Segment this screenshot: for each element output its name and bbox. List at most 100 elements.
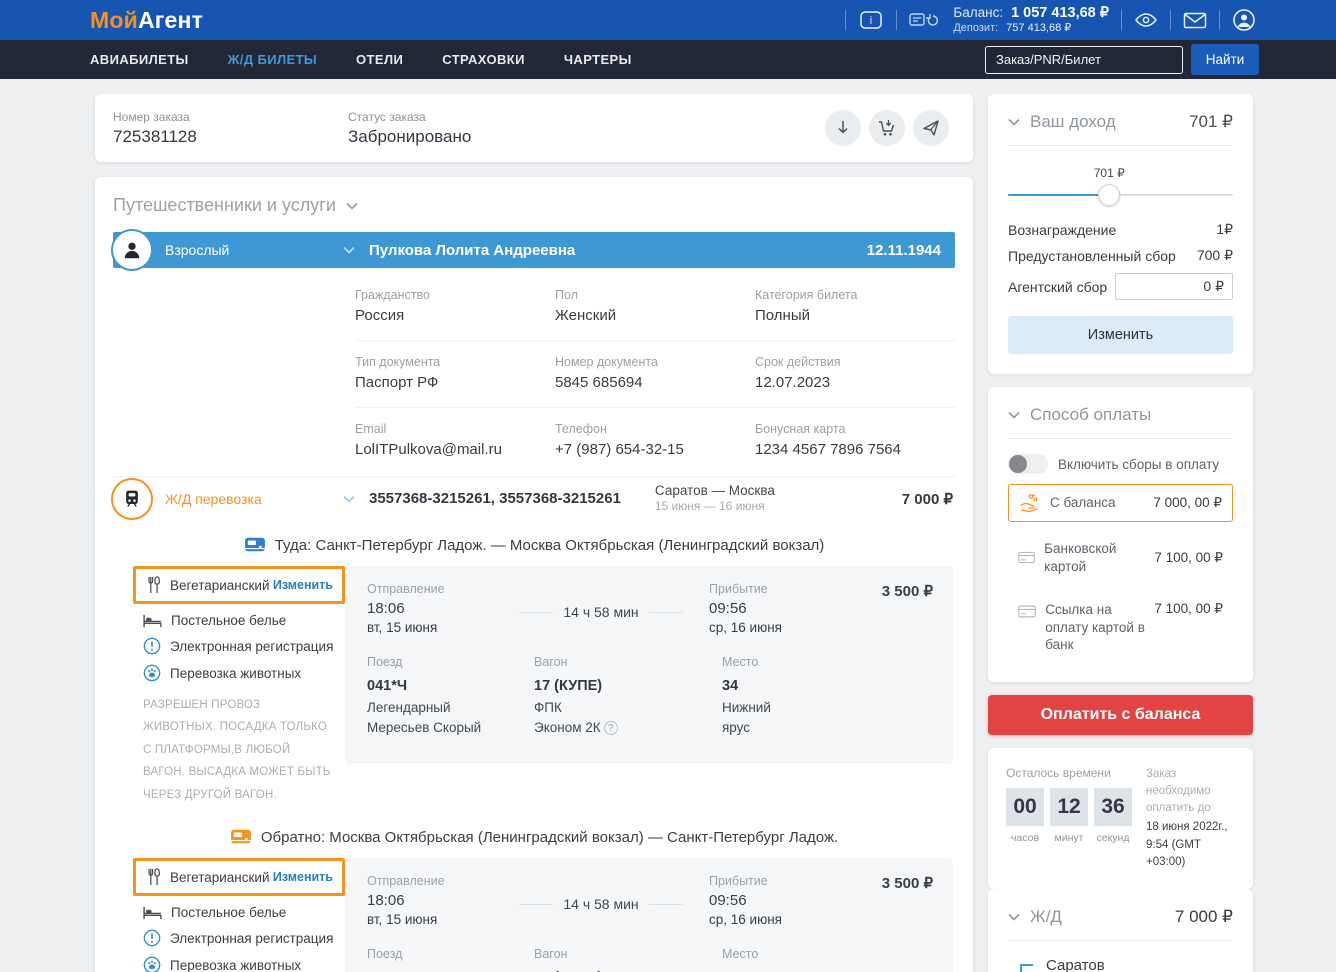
slider-track[interactable] bbox=[1008, 194, 1233, 196]
cutlery-icon bbox=[148, 576, 160, 594]
field-value: 12.07.2023 bbox=[755, 374, 831, 391]
field-value: LolITPulkova@mail.ru bbox=[355, 441, 502, 458]
send-icon bbox=[923, 120, 939, 136]
traveler-row[interactable]: Взрослый Пулкова Лолита Андреевна 12.11.… bbox=[111, 229, 955, 271]
field-value: Паспорт РФ bbox=[355, 374, 439, 391]
chevron-down-icon[interactable] bbox=[343, 495, 355, 503]
meal-service-label: Вегетарианский bbox=[170, 577, 270, 593]
train-icon bbox=[126, 490, 138, 507]
download-icon bbox=[838, 121, 848, 134]
payment-option-card[interactable]: Банковской картой 7 100, 00 ₽ bbox=[1008, 532, 1233, 583]
tab-rail[interactable]: Ж/Д БИЛЕТЫ bbox=[227, 52, 318, 67]
payment-header[interactable]: Способ оплаты bbox=[1008, 405, 1233, 425]
order-status-label: Статус заказа bbox=[348, 109, 426, 124]
slider-value: 701 ₽ bbox=[1093, 166, 1125, 180]
travelers-section-header[interactable]: Путешественники и услуги bbox=[113, 195, 955, 216]
preset-fee-value: 700 ₽ bbox=[1196, 247, 1233, 263]
rail-summary-header[interactable]: Ж/Д 7 000 ₽ bbox=[1008, 907, 1233, 927]
chevron-down-icon[interactable] bbox=[343, 246, 355, 254]
countdown-unit: часов bbox=[1010, 831, 1040, 844]
tab-hotels[interactable]: ОТЕЛИ bbox=[356, 52, 404, 67]
seat-number: 34 bbox=[722, 677, 739, 694]
paw-icon bbox=[143, 956, 161, 972]
rail-transport-row[interactable]: Ж/Д перевозка 3557368-3215261, 3557368-3… bbox=[111, 476, 955, 520]
reward-label: Вознаграждение bbox=[1008, 221, 1117, 238]
tab-insurance[interactable]: СТРАХОВКИ bbox=[442, 52, 525, 67]
segment-price: 3 500 ₽ bbox=[881, 583, 933, 600]
wagon-number: 17 (КУПЕ) bbox=[534, 677, 603, 694]
train-number: 041*Ч bbox=[367, 677, 408, 694]
info-icon[interactable]: i bbox=[858, 11, 884, 29]
search-button[interactable]: Найти bbox=[1191, 44, 1259, 75]
income-header[interactable]: Ваш доход 701 ₽ bbox=[1008, 112, 1233, 132]
segment-return: Вегетарианский Изменить Постельное белье… bbox=[113, 858, 955, 972]
preset-fee-label: Предустановленный сбор bbox=[1008, 247, 1176, 264]
transport-price: 7 000 ₽ bbox=[901, 490, 953, 508]
meal-service-box[interactable]: Вегетарианский Изменить bbox=[133, 858, 345, 897]
payment-option-value: 7 100, 00 ₽ bbox=[1154, 601, 1223, 617]
seat-label: Место bbox=[722, 655, 759, 669]
eregistration-icon bbox=[143, 929, 161, 947]
train-outbound-icon bbox=[244, 537, 265, 552]
service-eregistration-label: Электронная регистрация bbox=[170, 930, 334, 946]
order-header-card: Номер заказа 725381128 Статус заказа Заб… bbox=[95, 94, 973, 162]
order-status: Забронировано bbox=[348, 126, 472, 146]
rail-avatar bbox=[111, 478, 153, 520]
wagon-carrier: ФПК bbox=[534, 699, 562, 715]
payment-title: Способ оплаты bbox=[1030, 405, 1152, 424]
wagon-number: 17 (КУПЕ) bbox=[534, 968, 722, 972]
user-icon[interactable] bbox=[1232, 8, 1256, 32]
income-change-button[interactable]: Изменить bbox=[1008, 316, 1233, 354]
eye-icon[interactable] bbox=[1134, 12, 1158, 28]
include-fees-toggle[interactable] bbox=[1008, 454, 1048, 474]
payment-option-link[interactable]: Ссылка на оплату картой в банк 7 100, 00… bbox=[1008, 593, 1233, 662]
eregistration-icon bbox=[143, 637, 161, 655]
arrival-label: Прибытие bbox=[709, 874, 768, 889]
bed-icon bbox=[143, 906, 162, 919]
seat-number: 38 bbox=[722, 968, 889, 972]
logo-part-1: Мой bbox=[90, 6, 138, 33]
tab-charters[interactable]: ЧАРТЕРЫ bbox=[563, 52, 632, 67]
payment-option-value: 7 100, 00 ₽ bbox=[1154, 549, 1223, 565]
duration-line bbox=[648, 611, 684, 613]
card-sync-icon[interactable] bbox=[909, 12, 941, 28]
balance-value: 1 057 413,68 ₽ bbox=[1011, 5, 1109, 22]
pay-from-balance-button[interactable]: Оплатить с баланса bbox=[988, 694, 1253, 735]
chevron-down-icon bbox=[1008, 118, 1020, 126]
train-number: 041*Ч bbox=[367, 968, 534, 972]
credit-card-icon bbox=[1018, 551, 1035, 564]
income-title: Ваш доход bbox=[1030, 112, 1116, 131]
direction-outbound-title: Туда: Санкт-Петербург Ладож. — Москва Ок… bbox=[274, 536, 825, 554]
divider bbox=[1219, 10, 1220, 30]
train-name: Легендарный bbox=[367, 699, 451, 715]
traveler-name: Пулкова Лолита Андреевна bbox=[369, 241, 576, 259]
departure-label: Отправление bbox=[367, 582, 445, 596]
mail-icon[interactable] bbox=[1183, 12, 1207, 29]
divider bbox=[1121, 10, 1122, 30]
tab-avia[interactable]: АВИАБИЛЕТЫ bbox=[90, 52, 189, 67]
payment-option-balance[interactable]: С баланса 7 000, 00 ₽ bbox=[1008, 484, 1233, 522]
arrival-date: ср, 16 июня bbox=[709, 912, 782, 928]
duration: 14 ч 58 мин bbox=[563, 896, 639, 913]
service-eregistration-label: Электронная регистрация bbox=[170, 638, 334, 654]
cart-button[interactable] bbox=[869, 110, 905, 146]
leg-bracket bbox=[1020, 964, 1033, 972]
slider-thumb[interactable] bbox=[1098, 184, 1121, 206]
transport-route: Саратов — Москва bbox=[654, 482, 775, 498]
field-value: +7 (987) 654-32-15 bbox=[555, 441, 684, 458]
agent-fee-input[interactable] bbox=[1115, 273, 1233, 300]
meal-service-box[interactable]: Вегетарианский Изменить bbox=[133, 566, 345, 604]
trip-details-panel: Отправление 18:06 вт, 15 июня 14 ч 58 ми… bbox=[345, 566, 953, 764]
meal-change-link[interactable]: Изменить bbox=[272, 578, 333, 592]
animals-note: РАЗРЕШЕН ПРОВОЗ ЖИВОТНЫХ. ПОСАДКА ТОЛЬКО… bbox=[143, 699, 331, 801]
search-input[interactable] bbox=[985, 45, 1183, 74]
deposit-label: Депозит: bbox=[953, 22, 999, 35]
help-icon[interactable]: ? bbox=[603, 721, 618, 736]
meal-change-link[interactable]: Изменить bbox=[272, 870, 333, 885]
service-animals: Перевозка животных bbox=[143, 956, 345, 972]
download-button[interactable] bbox=[825, 110, 861, 146]
field-label: Тип документа bbox=[355, 355, 441, 369]
send-button[interactable] bbox=[913, 110, 949, 146]
service-bedding-label: Постельное белье bbox=[171, 905, 287, 921]
app-logo[interactable]: МойАгент bbox=[90, 7, 203, 34]
